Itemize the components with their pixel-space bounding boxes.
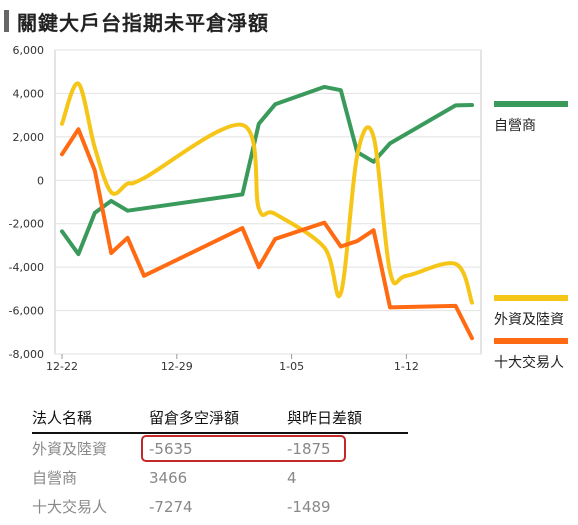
- plot-area: [54, 49, 482, 355]
- position-table: 法人名稱 留倉多空淨額 與昨日差額 外資及陸資 -5635 -1875 自營商 …: [32, 402, 408, 521]
- table-cell: 外資及陸資: [32, 440, 108, 458]
- chart-title-bar: 關鍵大戶台指期未平倉淨額: [4, 8, 269, 35]
- y-tick-label: 6,000: [13, 44, 45, 57]
- y-tick-label: -4,000: [9, 261, 44, 274]
- title-accent-bar: [4, 10, 9, 32]
- legend-label-dealer: 自營商: [494, 118, 536, 134]
- series-line-top10: [60, 127, 474, 341]
- table-header-row: 法人名稱 留倉多空淨額 與昨日差額: [32, 402, 408, 434]
- y-tick-label: 2,000: [13, 131, 45, 144]
- y-tick-label: -6,000: [9, 305, 44, 318]
- table-row: 十大交易人 -7274 -1489: [32, 492, 408, 521]
- table-cell: -5635: [149, 439, 193, 458]
- legend-swatch-foreign: [494, 295, 568, 301]
- table-cell: 4: [287, 468, 297, 487]
- series-line-foreign: [60, 81, 474, 305]
- y-tick-label: 0: [37, 174, 44, 187]
- legend-swatch-top10: [494, 338, 568, 344]
- table-header-cell: 留倉多空淨額: [149, 408, 240, 427]
- page-title: 關鍵大戶台指期未平倉淨額: [17, 10, 269, 35]
- legend-item-foreign: 外資及陸資: [494, 295, 568, 329]
- table-row: 自營商 3466 4: [32, 463, 408, 492]
- table-cell: -7274: [149, 497, 193, 516]
- highlight-box: [141, 435, 346, 462]
- table-cell: 十大交易人: [32, 498, 108, 516]
- y-tick-label: -2,000: [9, 218, 44, 231]
- table-cell: 3466: [149, 468, 188, 487]
- table-cell: -1875: [287, 439, 331, 458]
- table-cell: -1489: [287, 497, 331, 516]
- table-cell: 自營商: [32, 469, 78, 487]
- y-tick-label: -8,000: [9, 348, 44, 361]
- x-tick-label: 1-05: [279, 360, 304, 373]
- legend-label-foreign: 外資及陸資: [494, 312, 564, 328]
- table-header-cell: 與昨日差額: [287, 408, 363, 427]
- table-header-cell: 法人名稱: [32, 408, 93, 427]
- x-tick-label: 1-12: [394, 360, 419, 373]
- table-row: 外資及陸資 -5635 -1875: [32, 434, 408, 463]
- legend-swatch-dealer: [494, 101, 568, 107]
- y-tick-label: 4,000: [13, 87, 45, 100]
- series-line-dealer: [60, 84, 474, 257]
- line-chart: 6,000 4,000 2,000 0 -2,000 -4,000 -6,000 -8,000…: [9, 44, 482, 373]
- legend-label-top10: 十大交易人: [494, 355, 564, 371]
- x-tick-label: 12-29: [161, 360, 193, 373]
- legend-item-dealer: 自營商: [494, 101, 568, 135]
- legend-item-top10: 十大交易人: [494, 338, 568, 372]
- x-tick-label: 12-22: [46, 360, 78, 373]
